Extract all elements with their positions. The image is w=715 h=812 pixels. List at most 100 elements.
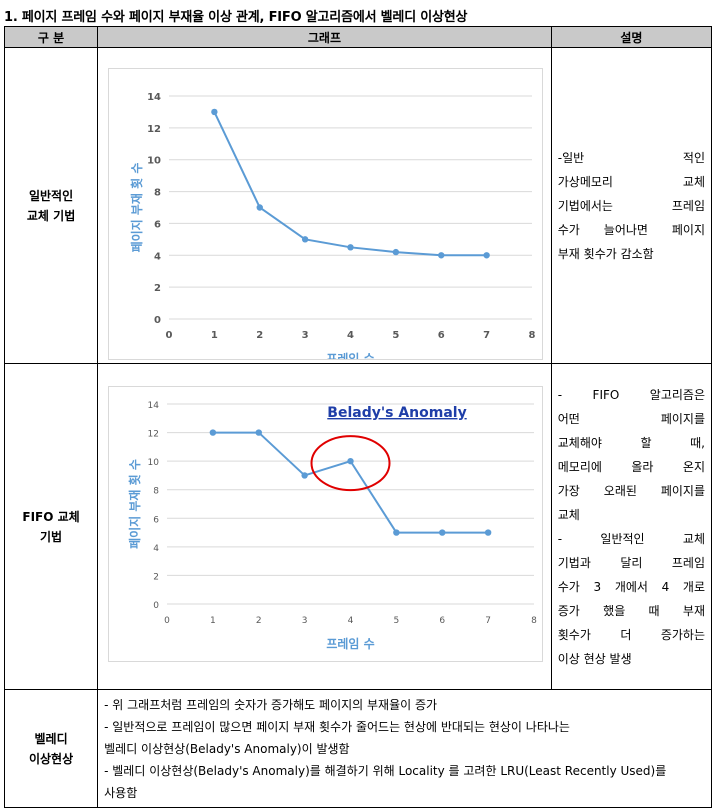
table-header-row: 구 분 그래프 설명 [3,26,713,48]
explanation-line: - 벨레디 이상현상(Belady's Anomaly)를 해결하기 위해 Lo… [104,763,667,778]
row-label-fifo: FIFO 교체 기법 [3,363,99,690]
chart-cell-fifo: 0 2 4 6 8 10 12 14 0 1 2 3 4 5 6 7 8 프레임 수 페이지 부재 횟 수 Belad… [97,363,552,690]
y-tick-label: 14 [148,401,160,411]
chart-fifo: 0 2 4 6 8 10 12 14 0 1 2 3 4 5 6 7 8 프레임 수 페이지 부재 횟 수 Belad… [108,386,544,662]
desc-line: 기법과 달리 프레임 [557,555,705,570]
x-tick-label: 1 [210,616,216,626]
row-desc-fifo: - FIFO 알고리즘은 어떤 페이지를 교체해야 할 때, 메모리에 올라 온… [550,363,713,690]
data-point [438,252,445,259]
x-tick-label: 5 [393,330,400,341]
anomaly-highlight-circle [310,435,391,492]
explanation-line: 벨레디 이상현상(Belady's Anomaly)이 발생함 [104,741,350,756]
header-description: 설명 [550,26,713,48]
y-tick-label: 6 [154,219,161,230]
label-line: FIFO 교체 [22,509,80,524]
data-point [347,457,354,465]
y-axis-label: 페이지 부재 횟 수 [127,459,142,549]
data-point [485,529,492,536]
x-axis-label: 프레임 수 [326,351,374,359]
table-row-belady: 벨레디 이상현상 - 위 그래프처럼 프레임의 숫자가 증가해도 페이지의 부재… [3,689,712,808]
series-line [213,111,487,257]
data-point [483,252,490,259]
y-tick-label: 0 [153,601,159,611]
desc-line: 횟수가 더 증가하는 [557,627,705,642]
y-tick-label: 12 [147,124,161,135]
row-desc-normal: -일반 적인 가상메모리 교체 기법에서는 프레임 수가 늘어나면 페이지 부재… [550,47,713,364]
explanation-line: 사용함 [104,785,138,800]
row-label-belady: 벨레디 이상현상 [3,689,99,808]
desc-line: 교체해야 할 때, [557,435,705,450]
explanation-line: - 일반적으로 프레임이 많으면 페이지 부재 횟수가 줄어드는 현상에 반대되… [104,719,570,734]
y-tick-label: 10 [147,156,161,167]
desc-line: -일반 적인 [557,150,705,165]
desc-line: 증가 했을 때 부재 [557,603,705,618]
desc-line: - 일반적인 교체 [557,531,705,546]
x-axis-label: 프레임 수 [326,636,374,651]
label-line: 이상현상 [28,751,74,766]
document-title: 1. 페이지 프레임 수와 페이지 부재율 이상 관계, FIFO 알고리즘에서… [4,10,468,25]
desc-line: - FIFO 알고리즘은 [557,387,705,402]
header-graph: 그래프 [97,26,552,48]
header-category: 구 분 [3,26,99,48]
data-point [392,248,400,256]
data-point [256,204,264,211]
data-point [211,108,218,116]
y-tick-label: 0 [154,315,161,326]
data-point [302,236,309,243]
x-tick-label: 8 [529,330,536,341]
y-tick-label: 14 [147,92,161,103]
table-row-normal: 일반적인 교체 기법 0 2 4 6 8 10 12 14 0 1 2 3 4 5 6 7 8 프레임 수 페이지 … [3,47,713,366]
y-tick-label: 4 [153,544,159,554]
series-line [213,431,489,534]
x-tick-label: 8 [531,616,537,626]
chart-cell-normal: 0 2 4 6 8 10 12 14 0 1 2 3 4 5 6 7 8 프레임 수 페이지 부재 횟 수 [97,47,552,366]
x-tick-label: 0 [166,330,173,341]
data-point [347,244,354,251]
x-tick-label: 2 [256,616,262,626]
y-tick-label: 2 [154,283,161,294]
chart-normal: 0 2 4 6 8 10 12 14 0 1 2 3 4 5 6 7 8 프레임 수 페이지 부재 횟 수 [108,68,544,366]
desc-line: 부재 횟수가 감소함 [557,246,654,261]
x-tick-label: 0 [164,616,170,626]
desc-line: 수가 늘어나면 페이지 [557,222,705,237]
x-tick-label: 3 [302,616,308,626]
x-tick-label: 6 [440,616,446,626]
y-tick-label: 8 [153,487,159,497]
y-tick-label: 12 [148,430,159,440]
x-tick-label: 2 [256,330,263,341]
comparison-table: 구 분 그래프 설명 일반적인 교체 기법 0 2 4 6 8 10 12 14 0 1 2 3 4 5 6… [3,26,713,808]
y-tick-label: 4 [154,251,161,262]
x-tick-label: 3 [302,330,309,341]
data-point [255,429,263,436]
row-label-normal: 일반적인 교체 기법 [3,47,99,364]
x-tick-label: 4 [348,616,354,626]
y-tick-label: 10 [148,458,160,468]
desc-line: 가상메모리 교체 [557,174,705,189]
y-tick-label: 8 [154,188,161,199]
x-tick-label: 7 [483,330,490,341]
explanation-line: - 위 그래프처럼 프레임의 숫자가 증가해도 페이지의 부재율이 증가 [104,697,438,712]
desc-line: 교체 [557,507,580,522]
x-tick-label: 7 [485,616,491,626]
data-point [393,529,400,536]
desc-line: 메모리에 올라 온지 [557,459,705,474]
x-tick-label: 1 [211,330,218,341]
data-point [301,472,308,479]
desc-line: 기법에서는 프레임 [557,198,705,213]
belady-explanation: - 위 그래프처럼 프레임의 숫자가 증가해도 페이지의 부재율이 증가 - 일… [97,689,712,808]
y-tick-label: 6 [153,515,159,525]
desc-line: 수가 3 개에서 4 개로 [557,579,705,594]
x-tick-label: 4 [347,330,354,341]
data-point [439,529,446,536]
chart-title: Belady's Anomaly [327,405,466,421]
desc-line: 이상 현상 발생 [557,651,632,666]
desc-line: 어떤 페이지를 [557,411,705,426]
x-tick-label: 6 [438,330,445,341]
label-line: 벨레디 [34,731,68,746]
x-tick-label: 5 [394,616,400,626]
y-axis-label: 페이지 부재 횟 수 [129,163,144,253]
data-point [209,429,217,436]
label-line: 기법 [40,529,63,544]
